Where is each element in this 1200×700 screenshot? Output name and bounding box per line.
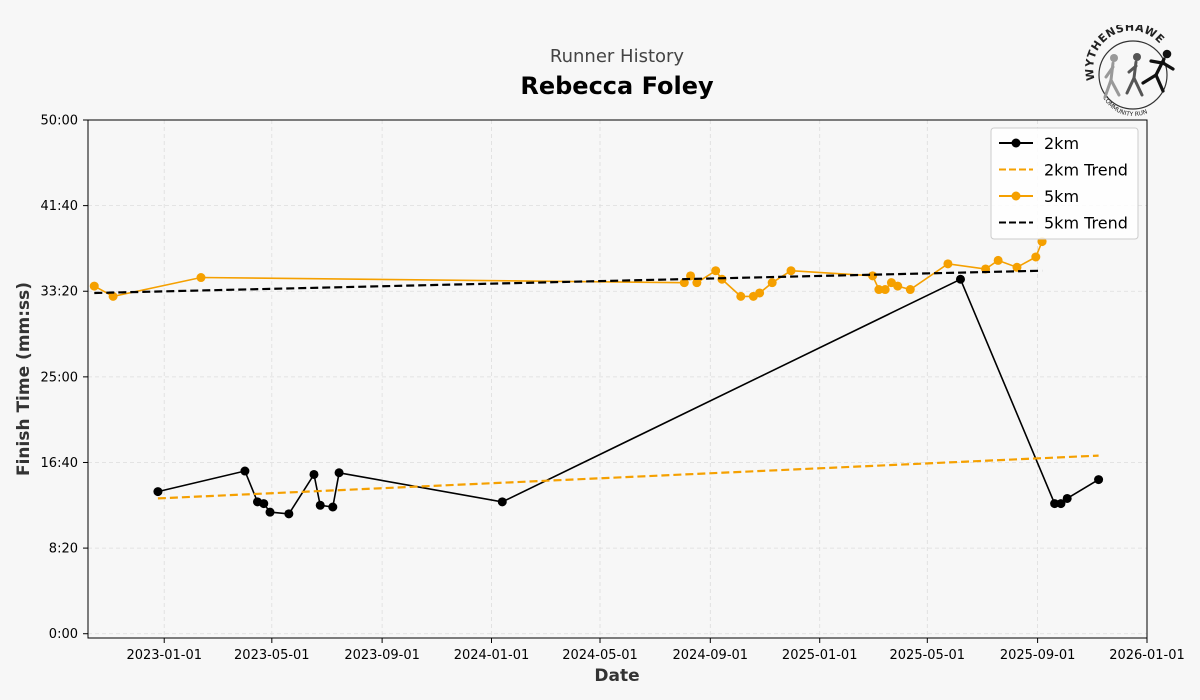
data-point-5km [874,285,884,295]
x-tick-label: 2023-09-01 [344,648,420,663]
x-tick-label: 2024-01-01 [454,648,530,663]
data-point-2km [1094,475,1104,485]
data-point-2km [265,507,275,517]
data-point-2km [309,469,319,479]
axes: 2023-01-01 2023-05-01 2023-09-01 2024-01-01… [41,114,1185,664]
data-point-5km [679,278,689,288]
series-line-2km-trend [157,454,1099,500]
runner-figure-icon [1141,49,1175,93]
plot-area [87,119,1148,639]
grid-lines [88,119,1148,638]
y-tick-label: 8:20 [49,542,78,557]
legend-label: 2km Trend [1044,161,1128,180]
data-point-5km [755,288,765,298]
x-tick-label: 2026-01-01 [1109,648,1185,663]
data-point-2km [334,468,344,478]
series-2km [153,274,1104,519]
legend-item-5km: 5km [999,187,1079,206]
data-point-5km [736,291,746,301]
y-tick-label: 41:40 [41,199,78,214]
legend-item-2km: 2km [999,134,1079,153]
data-point-5km [1012,262,1022,272]
data-point-5km [993,255,1003,265]
legend-label: 2km [1044,134,1079,153]
x-tick-label: 2023-01-01 [126,648,202,663]
series-line-5km-trend [94,269,1043,295]
club-logo: WYTHENSHAWE COMMUNITY RUN [1083,25,1175,119]
data-point-2km [1062,493,1072,503]
legend-box [990,127,1139,240]
data-point-5km [893,281,903,291]
y-tick-label: 0:00 [49,627,78,642]
y-tick-label: 25:00 [41,370,78,385]
data-point-5km [943,259,953,269]
legend-marker [1011,138,1021,148]
svg-text:WYTHENSHAWE: WYTHENSHAWE [1083,25,1167,82]
x-tick-label: 2025-05-01 [890,648,966,663]
data-point-5km [880,285,890,295]
data-point-5km [905,285,915,295]
data-point-5km [786,266,796,276]
x-tick-label: 2024-09-01 [673,648,749,663]
legend: 2km 2km Trend 5km 5km Trend [990,127,1139,240]
y-tick-label: 33:20 [41,285,78,300]
data-point-2km [315,500,325,510]
data-point-2km [284,509,294,519]
data-point-2km [1050,499,1060,509]
x-tick-label: 2023-05-01 [234,648,310,663]
data-point-5km [692,278,702,288]
x-tick-label: 2025-09-01 [1000,648,1076,663]
data-point-2km [955,274,965,284]
series-line-2km [157,278,1100,515]
legend-item-2km-trend: 2km Trend [999,161,1128,180]
data-point-2km [497,497,507,507]
legend-label: 5km [1044,187,1079,206]
data-point-5km [711,266,721,276]
data-point-5km [89,281,99,291]
svg-text:COMMUNITY RUN: COMMUNITY RUN [1101,95,1148,119]
chart-subtitle: Runner History [549,46,685,67]
y-axis-label: Finish Time (mm:ss) [14,282,34,476]
data-point-2km [259,499,269,509]
data-point-5km [196,273,206,283]
data-point-5km [108,291,118,301]
series-2km-trend [157,454,1099,500]
jogger-figure-icon [1125,53,1144,97]
data-point-5km [1031,252,1041,262]
x-axis-label: Date [594,666,639,686]
legend-marker [1011,191,1021,201]
data-point-2km [240,466,250,476]
series-group [89,237,1104,519]
data-point-2km [328,502,338,512]
chart-title: Rebecca Foley [520,72,714,100]
y-tick-label: 16:40 [41,456,78,471]
y-tick-label: 50:00 [41,114,78,129]
walker-figure-icon [1103,54,1121,99]
series-5km-trend [94,269,1043,295]
x-tick-label: 2024-05-01 [562,648,638,663]
data-point-2km [1056,499,1066,509]
data-point-2km [153,487,163,497]
data-point-5km [767,278,777,288]
legend-item-5km-trend: 5km Trend [999,214,1128,233]
x-tick-label: 2025-01-01 [782,648,858,663]
legend-label: 5km Trend [1044,214,1128,233]
